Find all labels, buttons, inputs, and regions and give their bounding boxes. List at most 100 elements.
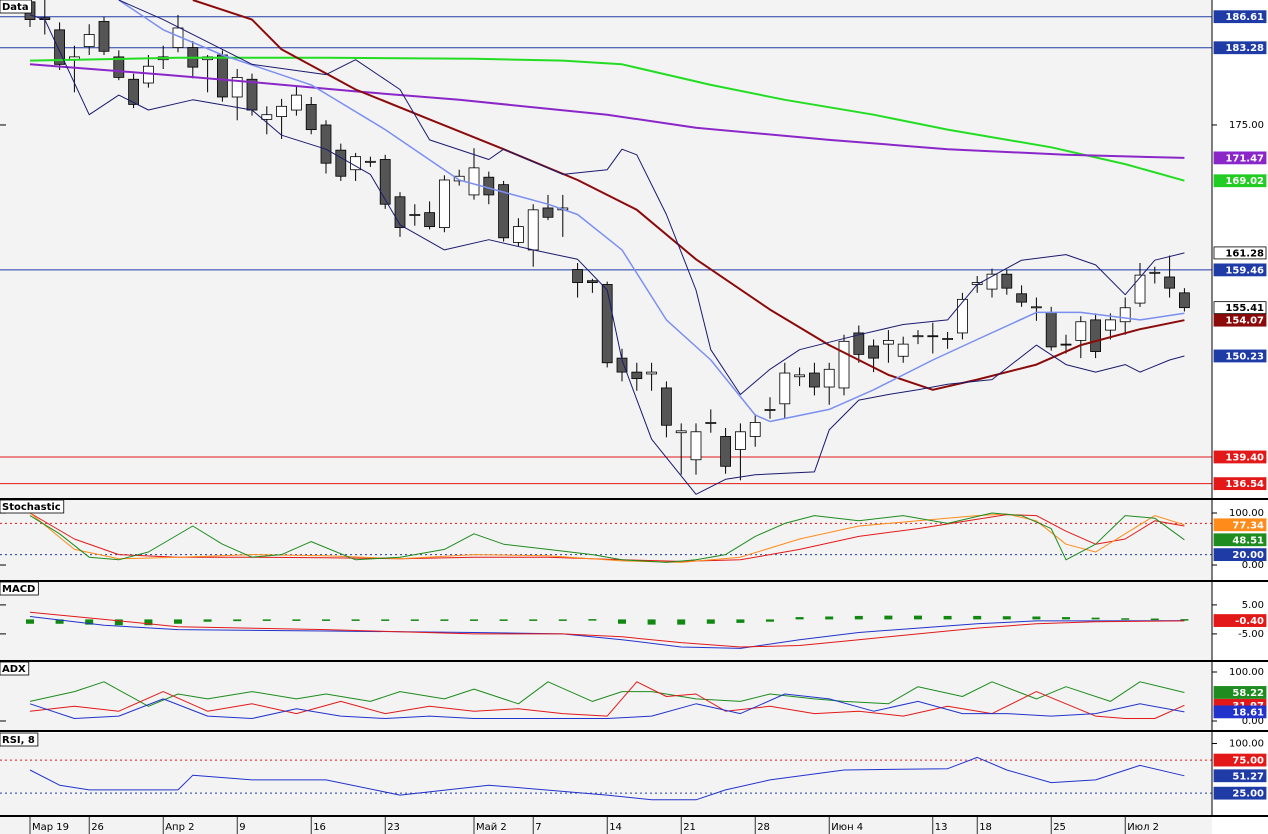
candle-body	[305, 104, 317, 131]
histogram-bar	[26, 619, 34, 624]
candle-body	[290, 94, 302, 111]
value-badge-label: 51.27	[1232, 771, 1264, 782]
x-tick-label: 28	[757, 822, 770, 833]
histogram-bar	[618, 619, 626, 624]
candle-body	[1045, 312, 1057, 348]
value-badge	[1213, 41, 1267, 55]
candle-body	[749, 422, 761, 437]
histogram-bar	[1032, 616, 1041, 620]
candle-body	[853, 332, 865, 355]
candle-body	[1105, 319, 1116, 331]
value-badge	[1213, 769, 1267, 783]
histogram-bar	[558, 619, 567, 621]
value-badge	[1213, 301, 1267, 315]
panel-title: RSI, 8	[2, 735, 35, 746]
value-badge	[1213, 518, 1267, 532]
candle-body	[1134, 274, 1146, 304]
y-tick-label: 100.00	[1229, 739, 1264, 750]
histogram-bar	[233, 619, 242, 622]
candle-body	[927, 335, 939, 338]
indicator-line	[29, 63, 1185, 159]
candle-body	[1016, 293, 1027, 303]
panel-plot	[0, 512, 1212, 566]
value-badge-label: 136.54	[1225, 479, 1264, 490]
histogram-bar	[1002, 616, 1011, 620]
candle-body	[823, 368, 835, 388]
candle-body	[1031, 306, 1042, 309]
histogram-bar	[677, 619, 686, 625]
candle-body	[1090, 319, 1101, 352]
indicator-line	[29, 681, 1185, 719]
histogram-bar	[766, 619, 774, 622]
candle-body	[912, 335, 924, 338]
histogram-bar	[1180, 619, 1189, 621]
value-badge-label: 161.28	[1225, 248, 1264, 259]
histogram-bar	[322, 619, 330, 621]
y-tick-label: 0.00	[1242, 716, 1264, 727]
value-badge	[1213, 705, 1267, 719]
histogram-bar	[1091, 617, 1100, 620]
value-badge	[1213, 614, 1267, 627]
candle-body	[98, 21, 110, 52]
value-badge	[1213, 686, 1267, 699]
value-badge-label: 171.47	[1225, 153, 1264, 164]
histogram-bar	[499, 619, 508, 621]
y-tick-label: 175.00	[1229, 120, 1264, 131]
histogram-bar	[262, 619, 271, 621]
x-tick-label: 9	[239, 822, 245, 833]
panel-plot	[0, 0, 1212, 495]
candle-body	[128, 78, 140, 105]
y-tick-label: 5.00	[1242, 600, 1264, 611]
panel-title-box	[0, 581, 39, 596]
y-tick-label: -5.00	[1238, 629, 1264, 640]
candle-body	[587, 280, 598, 283]
histogram-bar	[440, 619, 449, 621]
x-tick-label: Июл 2	[1127, 822, 1159, 833]
x-tick-label: Мар 19	[32, 822, 69, 833]
value-badge	[1213, 753, 1267, 767]
histogram-bar	[973, 615, 982, 620]
panel-background	[0, 500, 1212, 580]
candle-body	[646, 371, 657, 375]
indicator-line	[29, 616, 1185, 649]
candle-body	[542, 207, 554, 218]
candle-body	[1001, 273, 1013, 289]
candle-body	[424, 212, 436, 228]
x-axis-band	[0, 817, 1212, 834]
candle-body	[483, 176, 495, 196]
value-badge	[1213, 313, 1267, 327]
histogram-bar	[351, 619, 360, 621]
candle-body	[809, 372, 820, 388]
histogram-bar	[381, 619, 390, 621]
candle-body	[498, 184, 510, 239]
candle-body	[1060, 343, 1072, 346]
panel-background	[0, 0, 1212, 498]
x-tick-label: Апр 2	[165, 822, 194, 833]
x-tick-label: 25	[1053, 822, 1066, 833]
histogram-bar	[1150, 618, 1159, 621]
value-badge-label: 77.34	[1232, 520, 1264, 531]
candle-body	[631, 371, 643, 380]
candle-body	[83, 34, 95, 48]
value-badge-label: -0.40	[1235, 616, 1264, 627]
value-badge	[1213, 786, 1267, 800]
candle-body	[883, 339, 894, 345]
indicator-line	[29, 693, 1185, 719]
candle-body	[957, 298, 968, 334]
x-tick-label: Май 2	[476, 822, 507, 833]
panel-title-box	[0, 499, 65, 514]
value-badge-label: 150.23	[1225, 351, 1264, 362]
histogram-bar	[588, 619, 597, 621]
histogram-bar	[144, 619, 153, 626]
candle-body	[335, 149, 347, 177]
candle-body	[320, 124, 332, 164]
x-tick-label: 18	[979, 822, 992, 833]
candle-body	[986, 273, 998, 290]
histogram-bar	[854, 615, 863, 620]
value-badge-label: 18.61	[1232, 707, 1264, 718]
x-tick-label: Июн 4	[831, 822, 863, 833]
histogram-bar	[55, 619, 64, 624]
candle-body	[1179, 292, 1190, 309]
candle-body	[735, 431, 746, 450]
